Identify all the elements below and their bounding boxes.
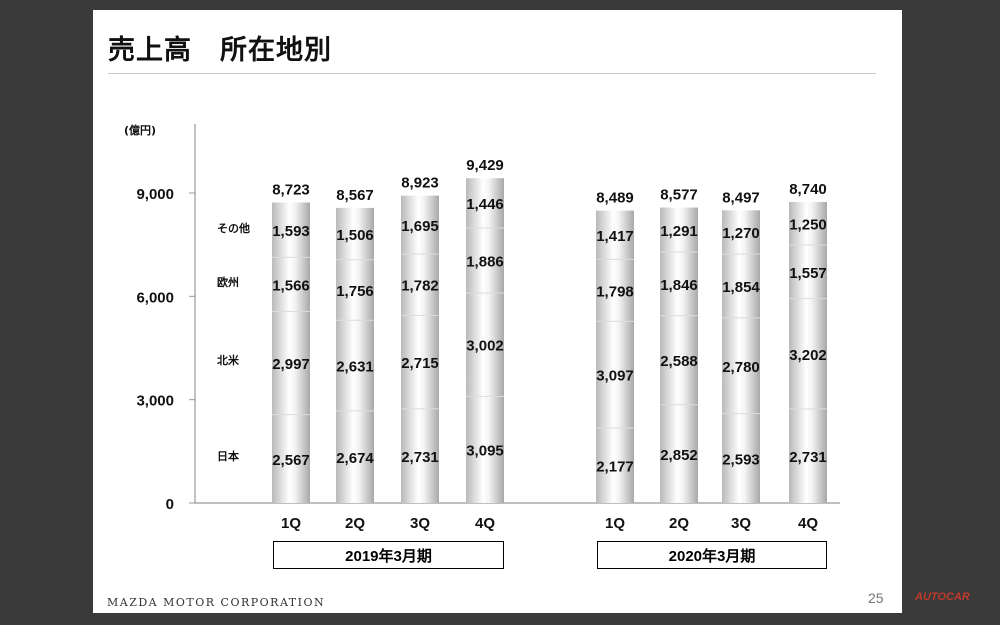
x-tick-label: 2Q xyxy=(345,515,365,532)
data-label: 1,446 xyxy=(466,196,504,213)
x-tick-label: 2Q xyxy=(669,515,689,532)
y-tick-label: 0 xyxy=(166,496,174,513)
bar-stack xyxy=(336,207,374,504)
data-label: 1,417 xyxy=(596,228,634,245)
y-axis-unit-label: (億円) xyxy=(124,123,156,137)
data-label: 2,997 xyxy=(272,356,310,373)
data-label: 2,780 xyxy=(722,359,760,376)
page-title: 売上高 所在地別 xyxy=(108,35,332,66)
total-label: 8,577 xyxy=(660,187,698,204)
data-label: 3,095 xyxy=(466,443,504,460)
data-label: 1,270 xyxy=(722,225,760,242)
total-label: 8,723 xyxy=(272,182,310,199)
data-label: 3,202 xyxy=(789,347,827,364)
x-tick-label: 1Q xyxy=(605,515,625,532)
watermark-logo: AUTOCAR xyxy=(915,591,970,603)
bar-stack xyxy=(401,195,439,503)
total-label: 8,567 xyxy=(336,187,374,204)
data-label: 3,002 xyxy=(466,338,504,355)
data-label: 1,557 xyxy=(789,265,827,282)
data-label: 2,715 xyxy=(401,355,439,372)
legend-label: 欧州 xyxy=(217,275,239,289)
bar-stack xyxy=(722,210,760,503)
data-label: 1,886 xyxy=(466,254,504,271)
data-label: 1,506 xyxy=(336,227,374,244)
data-label: 1,695 xyxy=(401,218,439,235)
fiscal-year-label: 2019年3月期 xyxy=(273,541,504,569)
data-label: 2,731 xyxy=(789,449,827,466)
bar-stack xyxy=(660,207,698,503)
y-tick-label: 6,000 xyxy=(136,289,174,306)
data-label: 1,291 xyxy=(660,223,698,240)
legend-label: その他 xyxy=(217,221,250,235)
legend-label: 日本 xyxy=(217,449,239,463)
total-label: 8,740 xyxy=(789,181,827,198)
data-label: 2,731 xyxy=(401,449,439,466)
bar-stack xyxy=(466,178,504,503)
bar-stack xyxy=(789,201,827,503)
data-label: 2,567 xyxy=(272,452,310,469)
total-label: 9,429 xyxy=(466,157,504,174)
data-label: 2,674 xyxy=(336,450,374,467)
y-tick-label: 9,000 xyxy=(136,186,174,203)
bar-stack xyxy=(272,202,310,503)
data-label: 2,852 xyxy=(660,447,698,464)
legend-label: 北米 xyxy=(217,353,240,367)
data-label: 1,756 xyxy=(336,283,374,300)
data-label: 2,588 xyxy=(660,353,698,370)
x-tick-label: 3Q xyxy=(731,515,751,532)
data-label: 1,566 xyxy=(272,277,310,294)
y-tick-label: 3,000 xyxy=(136,393,174,410)
x-tick-label: 3Q xyxy=(410,515,430,532)
data-label: 1,782 xyxy=(401,278,439,295)
data-label: 1,798 xyxy=(596,283,634,300)
fiscal-year-label: 2020年3月期 xyxy=(597,541,827,569)
data-label: 2,177 xyxy=(596,459,634,476)
data-label: 2,593 xyxy=(722,451,760,468)
title-divider xyxy=(108,73,876,74)
data-label: 2,631 xyxy=(336,359,374,376)
total-label: 8,497 xyxy=(722,189,760,206)
x-tick-label: 4Q xyxy=(475,515,495,532)
data-label: 3,097 xyxy=(596,368,634,385)
total-label: 8,923 xyxy=(401,175,439,192)
data-label: 1,854 xyxy=(722,279,760,296)
x-tick-label: 4Q xyxy=(798,515,818,532)
page-number: 25 xyxy=(868,590,884,606)
x-tick-label: 1Q xyxy=(281,515,301,532)
data-label: 1,593 xyxy=(272,223,310,240)
company-name: MAZDA MOTOR CORPORATION xyxy=(107,596,326,609)
data-label: 1,250 xyxy=(789,216,827,233)
data-label: 1,846 xyxy=(660,277,698,294)
total-label: 8,489 xyxy=(596,190,634,207)
